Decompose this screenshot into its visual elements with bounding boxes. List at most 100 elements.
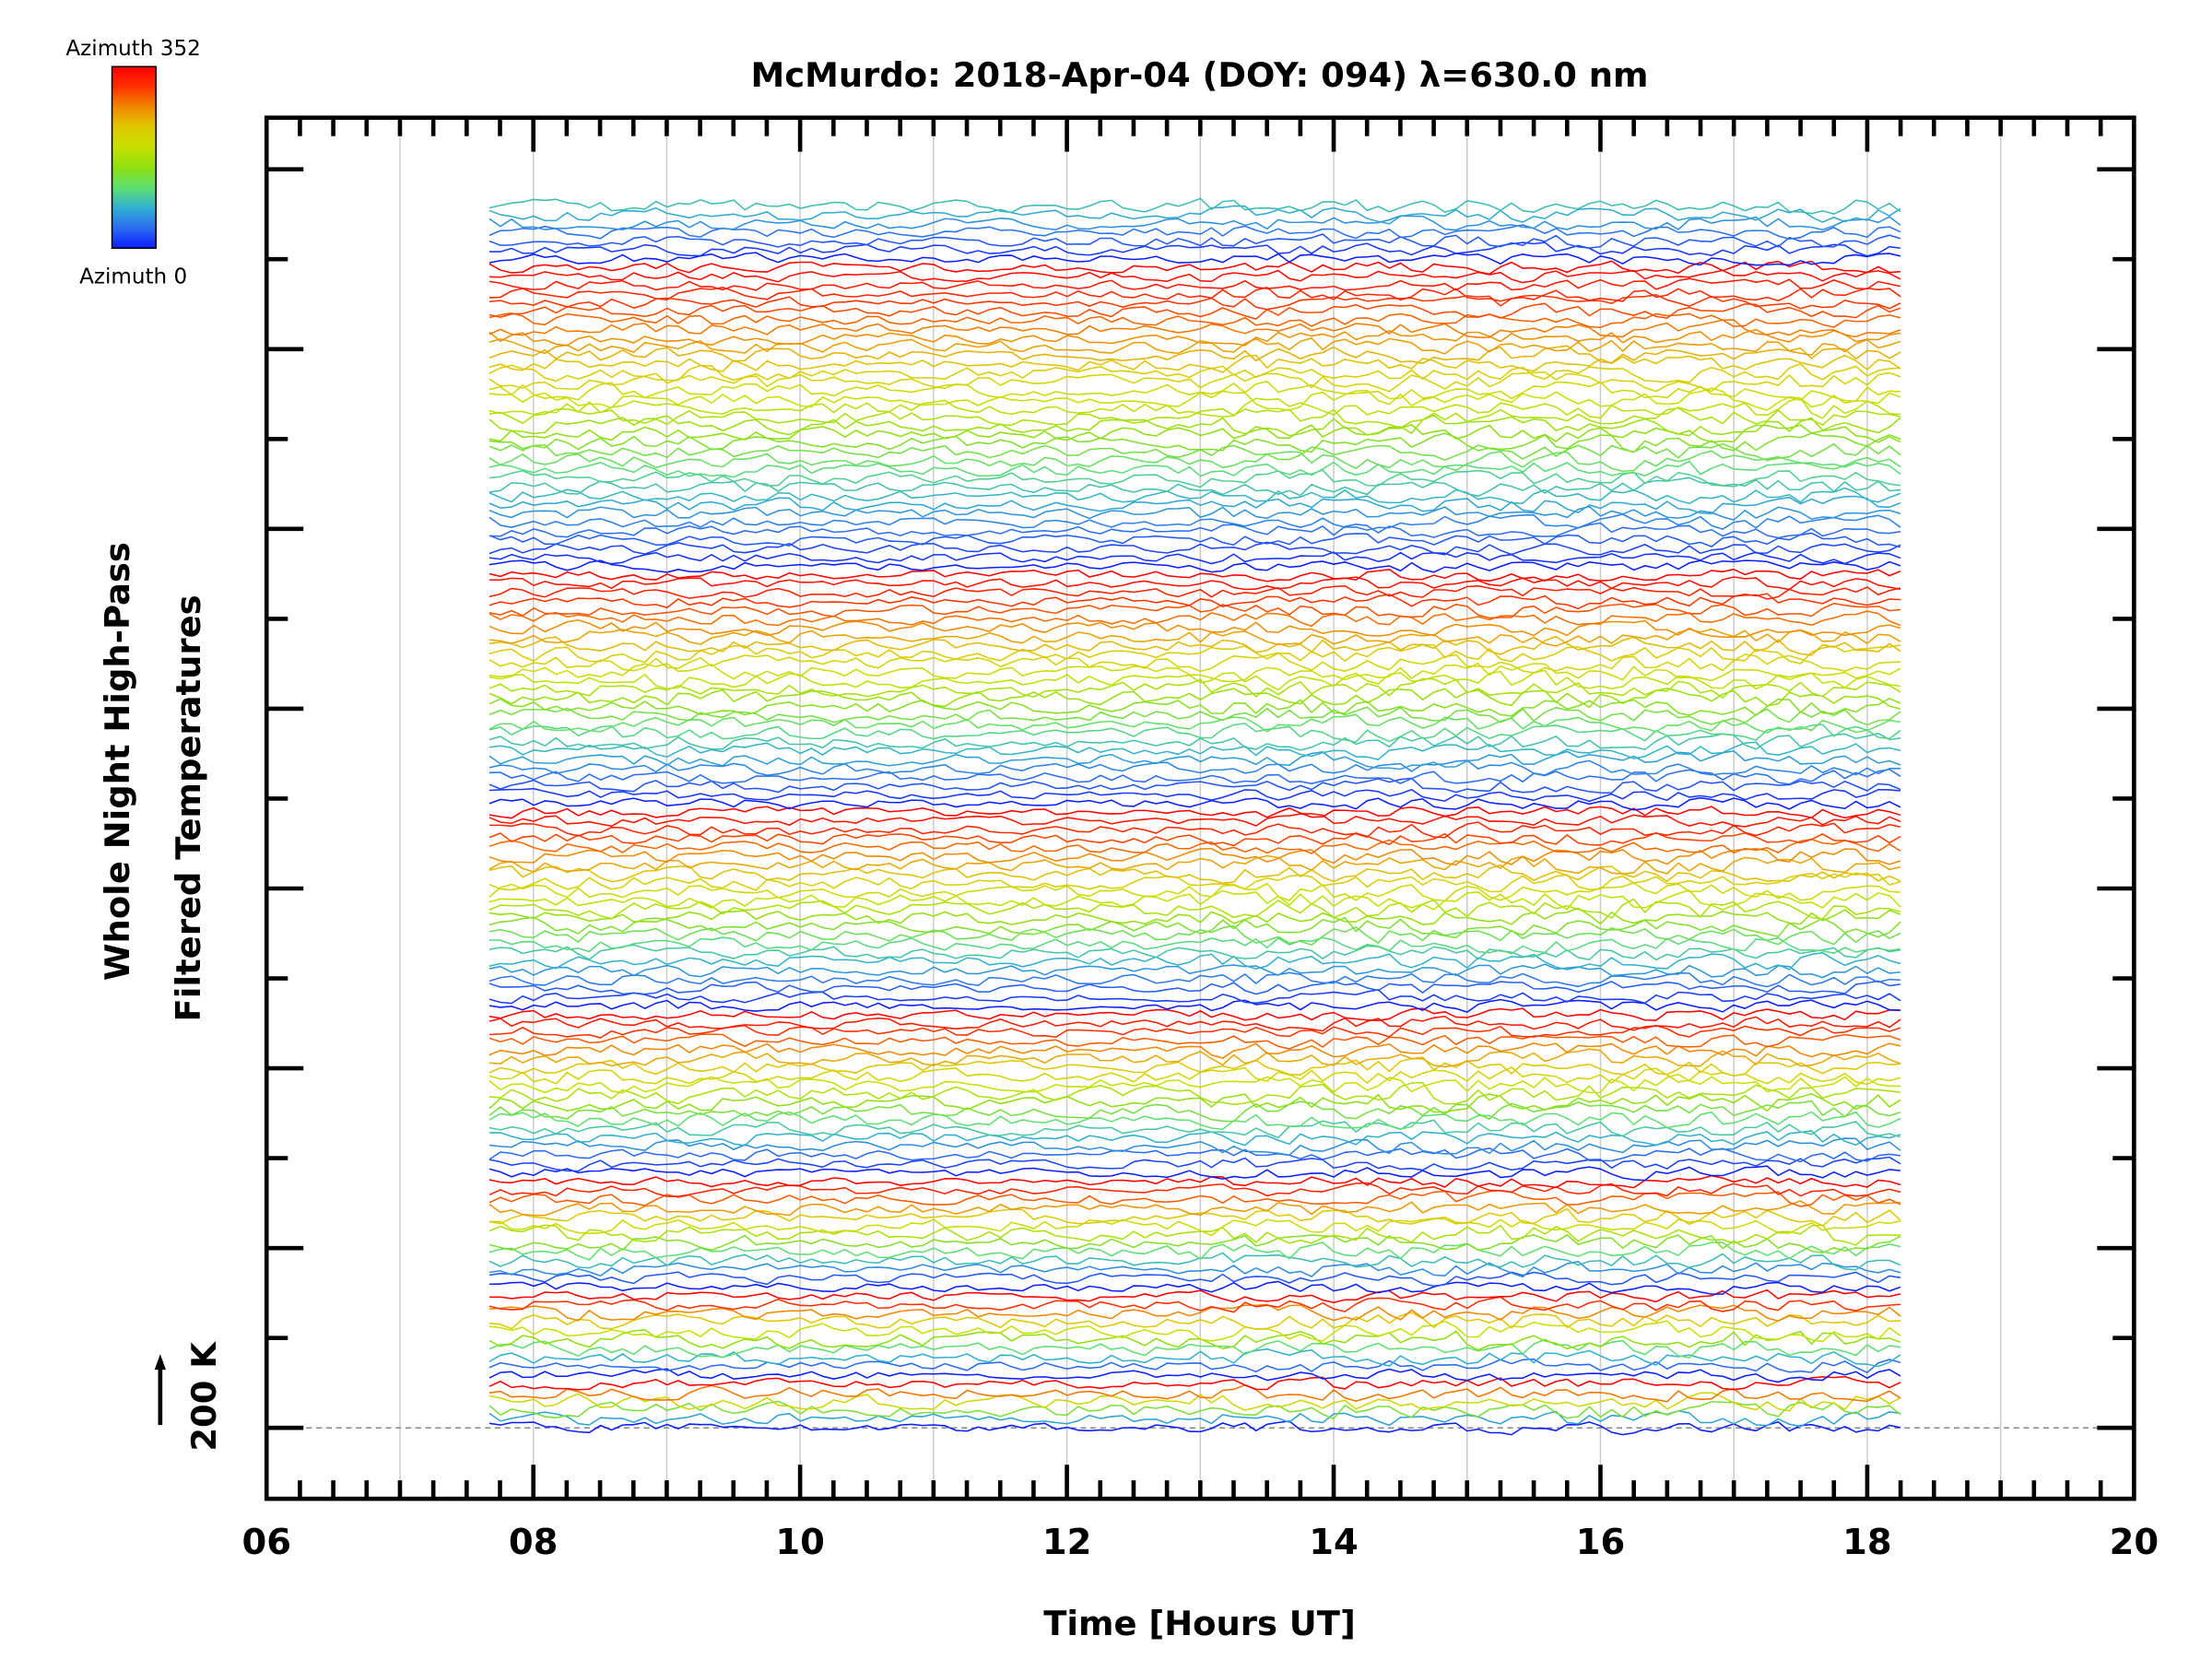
series-line	[488, 477, 1901, 498]
series-line	[488, 505, 1901, 522]
series-line	[488, 838, 1901, 854]
series-line	[488, 345, 1901, 365]
series-line	[488, 414, 1901, 437]
series-line	[488, 432, 1901, 453]
series-line	[488, 669, 1901, 691]
scale-indicator: 200 K	[154, 1341, 224, 1452]
series-line	[488, 1280, 1901, 1295]
series-line	[488, 294, 1901, 311]
series-line	[488, 487, 1901, 505]
colorbar: Azimuth 352 Azimuth 0	[65, 37, 200, 289]
series-line	[488, 277, 1901, 291]
axis-ticks	[266, 117, 2135, 1500]
series-line	[488, 1156, 1901, 1172]
series-line	[488, 971, 1901, 988]
series-line	[488, 1100, 1901, 1123]
series-line	[488, 980, 1901, 995]
x-tick-label: 14	[1309, 1522, 1359, 1563]
series-line	[488, 662, 1901, 683]
series-line	[488, 1081, 1901, 1106]
series-line	[488, 354, 1901, 373]
series-line	[488, 469, 1901, 488]
series-line	[488, 450, 1901, 473]
series-line	[488, 1147, 1901, 1163]
series-line	[488, 1252, 1901, 1271]
y-axis-label-line2: Filtered Temperatures	[169, 594, 208, 1021]
series-lines	[488, 197, 1901, 1436]
series-line	[488, 723, 1901, 743]
series-line	[488, 759, 1901, 776]
series-line	[488, 551, 1901, 565]
series-line	[488, 319, 1901, 338]
x-tick-labels: 06 08 10 12 14 16 18 20	[241, 1522, 2159, 1563]
series-line	[488, 328, 1901, 347]
colorbar-label-top: Azimuth 352	[65, 37, 200, 61]
series-line	[488, 602, 1901, 619]
series-line	[488, 688, 1901, 710]
series-line	[488, 197, 1901, 215]
series-line	[488, 989, 1901, 1005]
series-line	[488, 381, 1901, 403]
series-line	[488, 397, 1901, 419]
series-line	[488, 618, 1901, 639]
series-line	[488, 963, 1901, 979]
x-axis-label: Time [Hours UT]	[1043, 1604, 1356, 1643]
series-line	[488, 749, 1901, 771]
series-line	[488, 610, 1901, 628]
series-line	[488, 442, 1901, 462]
series-line	[488, 406, 1901, 429]
x-tick-label: 20	[2110, 1522, 2159, 1563]
chart-title: McMurdo: 2018-Apr-04 (DOY: 094) λ=630.0 …	[751, 55, 1649, 95]
series-line	[488, 568, 1901, 582]
x-tick-label: 16	[1576, 1522, 1626, 1563]
series-line	[488, 1174, 1901, 1189]
series-line	[488, 287, 1901, 302]
series-line	[488, 1092, 1901, 1113]
series-line	[488, 593, 1901, 610]
series-line	[488, 1073, 1901, 1094]
series-line	[488, 1329, 1901, 1351]
series-line	[488, 1358, 1901, 1374]
series-line	[488, 241, 1901, 257]
colorbar-label-bottom: Azimuth 0	[79, 265, 187, 289]
series-line	[488, 806, 1901, 819]
series-line	[488, 998, 1901, 1014]
series-line	[488, 1056, 1901, 1077]
series-line	[488, 1303, 1901, 1323]
series-line	[488, 1189, 1901, 1207]
series-line	[488, 1224, 1901, 1246]
series-line	[488, 233, 1901, 249]
series-line	[488, 252, 1901, 266]
series-line	[488, 205, 1901, 225]
series-line	[488, 821, 1901, 839]
series-line	[488, 1312, 1901, 1330]
series-line	[488, 1296, 1901, 1313]
scale-label: 200 K	[184, 1341, 224, 1452]
series-line	[488, 847, 1901, 866]
series-line	[488, 224, 1901, 241]
series-line	[488, 532, 1901, 548]
series-line	[488, 1007, 1901, 1022]
series-line	[488, 936, 1901, 955]
series-line	[488, 882, 1901, 902]
x-tick-label: 10	[775, 1522, 825, 1563]
series-line	[488, 1024, 1901, 1039]
series-line	[488, 1392, 1901, 1412]
series-line	[488, 387, 1901, 412]
series-line	[488, 522, 1901, 539]
series-line	[488, 1400, 1901, 1420]
series-line	[488, 576, 1901, 591]
series-line	[488, 513, 1901, 532]
series-line	[488, 635, 1901, 656]
series-line	[488, 302, 1901, 321]
colorbar-gradient	[111, 65, 157, 249]
series-line	[488, 337, 1901, 357]
series-line	[488, 423, 1901, 443]
series-line	[488, 888, 1901, 911]
series-line	[488, 371, 1901, 393]
series-line	[488, 1271, 1901, 1288]
series-line	[488, 260, 1901, 276]
series-line	[488, 460, 1901, 478]
series-line	[488, 706, 1901, 726]
series-line	[488, 1368, 1901, 1383]
